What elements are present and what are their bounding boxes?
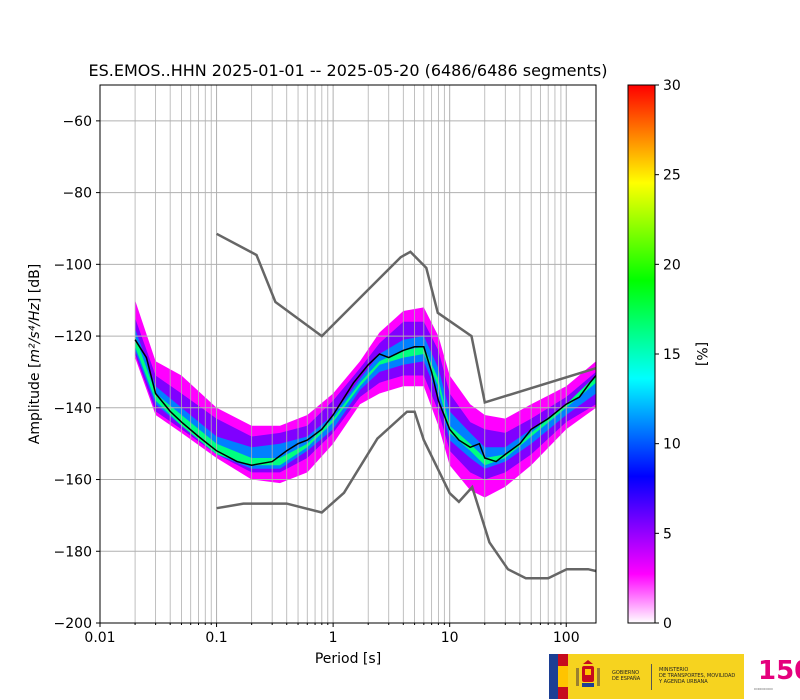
ministry-label-2: DE TRANSPORTES, MOVILIDAD	[659, 673, 736, 679]
colorbar-tick-label: 30	[663, 78, 681, 94]
y-tick-label: −180	[54, 544, 92, 560]
colorbar-tick-label: 15	[663, 347, 681, 363]
coat-of-arms-icon	[576, 660, 600, 687]
y-tick-label: −60	[62, 114, 92, 130]
anniversary-number: 150	[758, 656, 800, 686]
noise-curves	[134, 232, 596, 580]
low-noise-model-line	[216, 410, 596, 580]
anniversary-emblem-icon: ▭▭▭▭▭	[754, 686, 773, 691]
high-noise-model-line	[216, 232, 596, 405]
y-tick-label: −100	[54, 257, 92, 273]
gov-label-1: GOBIERNO	[612, 670, 640, 676]
y-axis-label-suffix: ] [dB]	[27, 264, 43, 303]
x-tick-label: 100	[553, 630, 580, 646]
colorbar-label: [%]	[693, 342, 709, 366]
logo-divider	[651, 664, 652, 690]
y-axis-label: Amplitude [m²/s⁴/Hz] [dB]	[27, 264, 43, 444]
grid-lines	[99, 85, 596, 624]
x-tick-label: 1	[329, 630, 338, 646]
colorbar-ticks: 0 5 10 15 20 25 30	[655, 78, 681, 632]
plot-title: ES.EMOS..HHN 2025-01-01 -- 2025-05-20 (6…	[89, 61, 608, 80]
density-band	[135, 300, 596, 498]
x-tick-label: 10	[441, 630, 459, 646]
colorbar-tick-label: 20	[663, 257, 681, 273]
mode-line	[134, 339, 596, 466]
eu-flag-icon	[549, 654, 568, 699]
ministry-label-3: Y AGENDA URBANA	[659, 679, 708, 685]
y-tick-label: −160	[54, 473, 92, 489]
x-axis-label: Period [s]	[315, 651, 381, 667]
y-axis-label-prefix: Amplitude [	[27, 363, 43, 445]
ministry-label-1: MINISTERIO	[659, 667, 689, 673]
y-tick-label: −120	[54, 329, 92, 345]
government-logo: GOBIERNO DE ESPAÑA MINISTERIO DE TRANSPO…	[549, 654, 744, 699]
colorbar	[627, 84, 656, 624]
ppsd-density	[135, 300, 596, 498]
y-axis-ticks: −60 −80 −100 −120 −140 −160 −180 −200	[54, 114, 100, 632]
y-tick-label: −80	[62, 186, 92, 202]
plot-frame	[99, 84, 597, 624]
colorbar-tick-label: 0	[663, 616, 672, 632]
y-axis-label-units: m²/s⁴/Hz	[27, 302, 43, 362]
colorbar-tick-label: 10	[663, 437, 681, 453]
gov-label-2: DE ESPAÑA	[612, 676, 641, 682]
footer-logos: GOBIERNO DE ESPAÑA MINISTERIO DE TRANSPO…	[549, 654, 800, 700]
x-axis-ticks: 0.01 0.1 1 10 100	[84, 623, 580, 646]
y-tick-label: −200	[54, 616, 92, 632]
x-tick-label: 0.1	[205, 630, 227, 646]
colorbar-tick-label: 5	[663, 526, 672, 542]
density-band	[135, 318, 596, 480]
x-tick-label: 0.01	[84, 630, 115, 646]
anniversary-logo: 150 ▭▭▭▭▭	[754, 656, 800, 698]
colorbar-tick-label: 25	[663, 168, 681, 184]
y-tick-label: −140	[54, 401, 92, 417]
